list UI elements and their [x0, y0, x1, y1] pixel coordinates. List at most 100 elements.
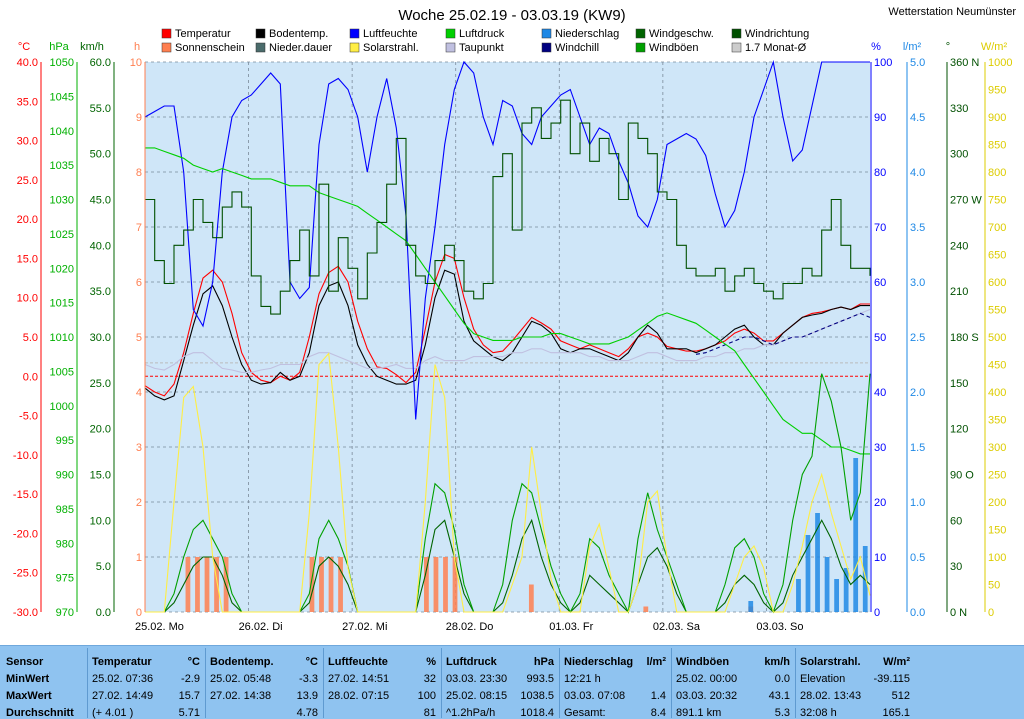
stats-cell-detail: ^1.2hPa/h: [446, 707, 496, 719]
stats-header: Niederschlag: [564, 656, 634, 668]
tick-label-solar: 450: [988, 360, 1006, 372]
legend-label: Solarstrahl.: [363, 42, 419, 54]
axis-unit-rain: l/m²: [903, 41, 922, 53]
tick-label-temp: 25.0: [17, 175, 38, 187]
tick-label-sun: 0: [136, 607, 142, 619]
axis-unit-solar: W/m²: [981, 41, 1008, 53]
tick-label-dir: 240: [950, 240, 968, 252]
tick-label-sun: 3: [136, 442, 142, 454]
tick-label-hum: 30: [874, 442, 886, 454]
tick-label-solar: 850: [988, 140, 1006, 152]
stats-cell-detail: 12:21 h: [564, 673, 601, 685]
stats-cell-value: 165.1: [882, 707, 910, 719]
bar-niederschlag: [834, 579, 839, 612]
tick-label-solar: 500: [988, 332, 1006, 344]
tick-label-dir: 90 O: [950, 470, 974, 482]
stats-panel: Sensor MinWert MaxWert Durchschnitt Temperat…: [0, 645, 1024, 719]
stats-header: Bodentemp.: [210, 656, 274, 668]
tick-label-temp: -5.0: [19, 411, 38, 423]
x-tick-label: 03.03. So: [756, 621, 803, 633]
tick-label-temp: 5.0: [23, 332, 38, 344]
stats-cell-value: -2.9: [181, 673, 200, 685]
stats-header: Windböen: [676, 656, 730, 668]
tick-label-press: 980: [56, 538, 74, 550]
tick-label-hum: 80: [874, 167, 886, 179]
stats-cell-detail: 891.1 km: [676, 707, 722, 719]
stats-header: Solarstrahl.: [800, 656, 861, 668]
tick-label-wind: 40.0: [90, 240, 111, 252]
stats-cell-detail: 27.02. 14:51: [328, 673, 390, 685]
tick-label-press: 1035: [50, 160, 74, 172]
stats-unit: °C: [305, 656, 318, 668]
tick-label-dir: 330: [950, 103, 968, 115]
legend: Temperatur Bodentemp. Luftfeuchte Luftdruck…: [161, 28, 809, 54]
legend-swatch: [635, 28, 646, 39]
legend-swatch: [349, 42, 360, 53]
stats-unit: °C: [187, 656, 200, 668]
tick-label-sun: 9: [136, 112, 142, 124]
stats-cell-detail: 27.02. 14:38: [210, 690, 272, 702]
tick-label-press: 975: [56, 573, 74, 585]
tick-label-wind: 5.0: [96, 561, 111, 573]
legend-swatch: [445, 42, 456, 53]
tick-label-press: 1045: [50, 91, 74, 103]
stats-cell-detail: 03.03. 23:30: [446, 673, 508, 685]
stats-cell-detail: 03.03. 20:32: [676, 690, 738, 702]
tick-label-temp: 20.0: [17, 214, 38, 226]
tick-label-sun: 5: [136, 332, 142, 344]
tick-label-sun: 8: [136, 167, 142, 179]
stats-divider: [323, 648, 324, 718]
legend-swatch: [541, 42, 552, 53]
tick-label-solar: 900: [988, 112, 1006, 124]
legend-label: Taupunkt: [459, 42, 504, 54]
tick-label-dir: 0 N: [950, 607, 967, 619]
line-solarstrahl-: [145, 352, 871, 613]
reference-lines: [145, 362, 870, 377]
stats-cell-detail: Elevation: [800, 673, 846, 685]
tick-label-rain: 1.5: [910, 442, 925, 454]
tick-label-hum: 70: [874, 222, 886, 234]
x-tick-label: 28.02. Do: [446, 621, 494, 633]
tick-label-wind: 15.0: [90, 470, 111, 482]
tick-label-solar: 600: [988, 277, 1006, 289]
tick-label-dir: 60: [950, 515, 962, 527]
bar-sonnenschein: [319, 557, 324, 612]
stats-divider: [795, 648, 796, 718]
stats-divider: [671, 648, 672, 718]
tick-label-temp: 35.0: [17, 96, 38, 108]
tick-label-solar: 650: [988, 250, 1006, 262]
tick-label-press: 1025: [50, 229, 74, 241]
tick-label-sun: 1: [136, 552, 142, 564]
stats-cell-value: 5.3: [774, 707, 790, 719]
tick-label-press: 990: [56, 470, 74, 482]
tick-label-wind: 45.0: [90, 195, 111, 207]
tick-label-dir: 300: [950, 149, 968, 161]
tick-label-press: 985: [56, 504, 74, 516]
legend-label: Bodentemp.: [269, 28, 328, 40]
tick-label-temp: 10.0: [17, 293, 38, 305]
tick-label-wind: 60.0: [90, 57, 111, 69]
bar-niederschlag: [796, 579, 801, 612]
stats-header: Luftfeuchte: [328, 656, 388, 668]
legend-label: Nieder.dauer: [269, 42, 332, 54]
bar-sonnenschein: [204, 557, 210, 612]
tick-label-solar: 200: [988, 497, 1006, 509]
tick-label-temp: -30.0: [13, 607, 38, 619]
stats-cell-value: -39.115: [873, 673, 911, 685]
tick-label-press: 1005: [50, 366, 74, 378]
tick-label-dir: 270 W: [950, 195, 982, 207]
x-tick-label: 25.02. Mo: [135, 621, 184, 633]
stats-cell-value: 1018.4: [520, 707, 554, 719]
stats-cell-value: 1.4: [650, 690, 666, 702]
tick-label-temp: 30.0: [17, 136, 38, 148]
tick-label-wind: 25.0: [90, 378, 111, 390]
x-tick-label: 02.03. Sa: [653, 621, 701, 633]
tick-label-temp: 15.0: [17, 253, 38, 265]
legend-swatch: [255, 42, 266, 53]
tick-label-press: 1000: [50, 401, 74, 413]
tick-label-solar: 1000: [988, 57, 1012, 69]
tick-label-sun: 4: [136, 387, 142, 399]
tick-label-solar: 100: [988, 552, 1006, 564]
tick-label-rain: 4.0: [910, 167, 925, 179]
legend-swatch: [161, 42, 172, 53]
